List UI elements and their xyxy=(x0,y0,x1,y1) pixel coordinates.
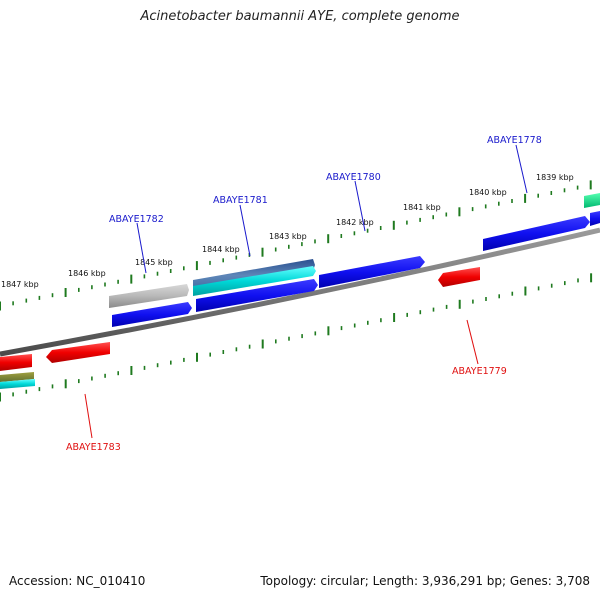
genome-summary-text: Topology: circular; Length: 3,936,291 bp… xyxy=(260,574,590,588)
leader-ABAYE1781 xyxy=(239,204,251,257)
genome-title: Acinetobacter baumannii AYE, complete ge… xyxy=(140,9,460,24)
accession-text: Accession: NC_010410 xyxy=(9,574,146,588)
leader-ABAYE1779 xyxy=(466,319,479,365)
ruler-label-1839: 1839 kbp xyxy=(536,173,574,182)
gene-feature[interactable] xyxy=(0,379,35,389)
upper-tick-track xyxy=(0,180,592,311)
gene-label-ABAYE1779[interactable]: ABAYE1779 xyxy=(452,366,507,377)
gene-feature[interactable] xyxy=(196,279,318,312)
gene-feature[interactable] xyxy=(193,266,316,296)
gene-label-ABAYE1780[interactable]: ABAYE1780 xyxy=(326,172,381,183)
ruler-label-1843: 1843 kbp xyxy=(269,232,307,241)
lower-tick-track xyxy=(0,273,593,402)
ruler-label-1842: 1842 kbp xyxy=(336,218,374,227)
gene-labels: ABAYE1778 ABAYE1780 ABAYE1781 ABAYE1782 … xyxy=(66,135,542,453)
gene-feature[interactable] xyxy=(584,193,600,208)
gene-feature[interactable] xyxy=(46,342,110,363)
leader-ABAYE1778 xyxy=(515,144,528,194)
leader-ABAYE1783 xyxy=(84,393,93,439)
leader-ABAYE1780 xyxy=(354,180,366,232)
gene-feature[interactable] xyxy=(0,354,32,371)
label-leaders xyxy=(84,144,528,439)
gene-feature[interactable] xyxy=(590,211,600,226)
gene-label-ABAYE1782[interactable]: ABAYE1782 xyxy=(109,214,164,225)
reverse-genes xyxy=(0,267,480,389)
ruler-label-1841: 1841 kbp xyxy=(403,203,441,212)
forward-genes xyxy=(109,193,600,327)
ruler-label-1845: 1845 kbp xyxy=(135,258,173,267)
ruler-labels: 1839 kbp 1840 kbp 1841 kbp 1842 kbp 1843… xyxy=(1,173,574,289)
gene-label-ABAYE1781[interactable]: ABAYE1781 xyxy=(213,195,268,206)
ruler-label-1844: 1844 kbp xyxy=(202,245,240,254)
gene-label-ABAYE1783[interactable]: ABAYE1783 xyxy=(66,442,121,453)
ruler-label-1846: 1846 kbp xyxy=(68,269,106,278)
gene-feature[interactable] xyxy=(319,256,425,288)
ruler-label-1847: 1847 kbp xyxy=(1,280,39,289)
gene-feature[interactable] xyxy=(0,372,34,382)
ruler-label-1840: 1840 kbp xyxy=(469,188,507,197)
gene-feature[interactable] xyxy=(438,267,480,287)
genome-backbone xyxy=(0,227,600,357)
gene-feature[interactable] xyxy=(109,284,189,308)
gene-feature[interactable] xyxy=(112,302,192,327)
gene-feature[interactable] xyxy=(483,216,590,251)
leader-ABAYE1782 xyxy=(136,222,147,274)
gene-label-ABAYE1778[interactable]: ABAYE1778 xyxy=(487,135,542,146)
